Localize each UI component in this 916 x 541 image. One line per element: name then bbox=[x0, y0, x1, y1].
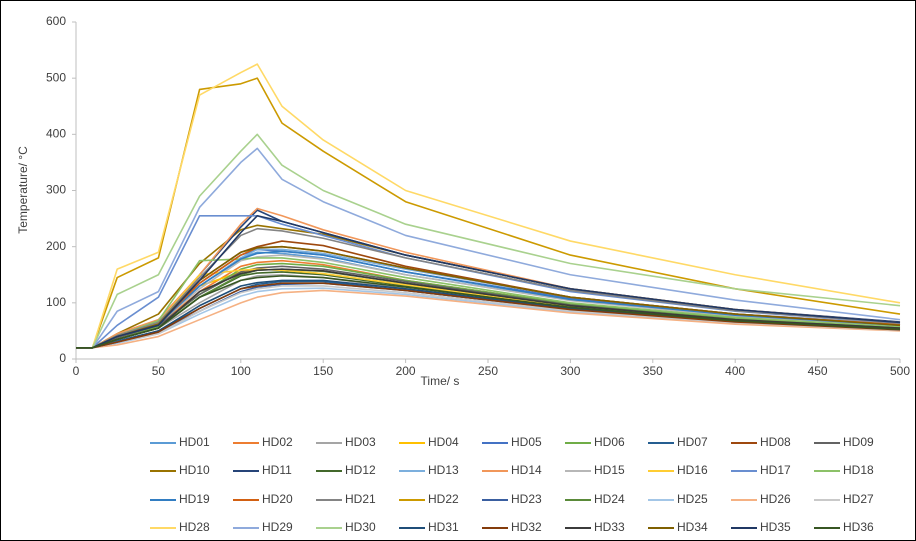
legend-label: HD12 bbox=[345, 463, 376, 477]
legend-label: HD07 bbox=[677, 435, 708, 449]
y-axis-label: Temperature/ °C bbox=[16, 146, 30, 234]
x-tick-label: 200 bbox=[396, 364, 416, 378]
series-line bbox=[76, 227, 901, 349]
legend-label: HD27 bbox=[843, 492, 874, 506]
x-tick-label: 350 bbox=[643, 364, 663, 378]
x-tick-label: 450 bbox=[808, 364, 828, 378]
y-tick-label: 400 bbox=[46, 127, 66, 141]
legend-label: HD35 bbox=[760, 520, 791, 534]
legend-label: HD30 bbox=[345, 520, 376, 534]
legend-label: HD13 bbox=[428, 463, 459, 477]
x-tick-label: 250 bbox=[478, 364, 498, 378]
legend-label: HD04 bbox=[428, 435, 459, 449]
x-tick-label: 50 bbox=[152, 364, 166, 378]
legend-label: HD34 bbox=[677, 520, 708, 534]
y-tick-label: 0 bbox=[59, 351, 66, 365]
legend-label: HD05 bbox=[511, 435, 542, 449]
legend-label: HD24 bbox=[594, 492, 625, 506]
x-tick-label: 150 bbox=[313, 364, 333, 378]
series-line bbox=[76, 63, 901, 349]
legend-label: HD08 bbox=[760, 435, 791, 449]
legend-label: HD26 bbox=[760, 492, 791, 506]
series-line bbox=[76, 282, 901, 349]
legend-label: HD02 bbox=[262, 435, 293, 449]
x-tick-label: 400 bbox=[725, 364, 745, 378]
legend-label: HD16 bbox=[677, 463, 708, 477]
legend-label: HD21 bbox=[345, 492, 376, 506]
y-tick-label: 300 bbox=[46, 183, 66, 197]
legend-label: HD31 bbox=[428, 520, 459, 534]
x-tick-label: 300 bbox=[560, 364, 580, 378]
series-line bbox=[76, 133, 901, 349]
legend-label: HD03 bbox=[345, 435, 376, 449]
legend-label: HD36 bbox=[843, 520, 874, 534]
series-line bbox=[76, 275, 901, 349]
legend-label: HD29 bbox=[262, 520, 293, 534]
legend-label: HD09 bbox=[843, 435, 874, 449]
x-tick-label: 500 bbox=[890, 364, 910, 378]
y-tick-label: 200 bbox=[46, 239, 66, 253]
legend-label: HD11 bbox=[262, 463, 292, 477]
legend-label: HD15 bbox=[594, 463, 625, 477]
y-tick-label: 600 bbox=[46, 14, 66, 28]
legend-label: HD01 bbox=[179, 435, 210, 449]
x-axis-label: Time/ s bbox=[421, 374, 460, 388]
legend-label: HD23 bbox=[511, 492, 542, 506]
legend-label: HD18 bbox=[843, 463, 874, 477]
x-tick-label: 0 bbox=[73, 364, 80, 378]
legend-label: HD10 bbox=[179, 463, 210, 477]
series-line bbox=[76, 77, 901, 349]
series-line bbox=[76, 147, 901, 349]
legend-label: HD19 bbox=[179, 492, 210, 506]
legend-label: HD06 bbox=[594, 435, 625, 449]
x-tick-label: 100 bbox=[231, 364, 251, 378]
legend-label: HD32 bbox=[511, 520, 542, 534]
legend-label: HD20 bbox=[262, 492, 293, 506]
series-line bbox=[76, 287, 901, 349]
legend-label: HD22 bbox=[428, 492, 459, 506]
legend-label: HD28 bbox=[179, 520, 210, 534]
series-line bbox=[76, 214, 901, 349]
legend-label: HD14 bbox=[511, 463, 542, 477]
legend-label: HD17 bbox=[760, 463, 791, 477]
series-line bbox=[76, 289, 901, 349]
legend-label: HD33 bbox=[594, 520, 625, 534]
legend-label: HD25 bbox=[677, 492, 708, 506]
y-tick-label: 100 bbox=[46, 295, 66, 309]
y-tick-label: 500 bbox=[46, 70, 66, 84]
